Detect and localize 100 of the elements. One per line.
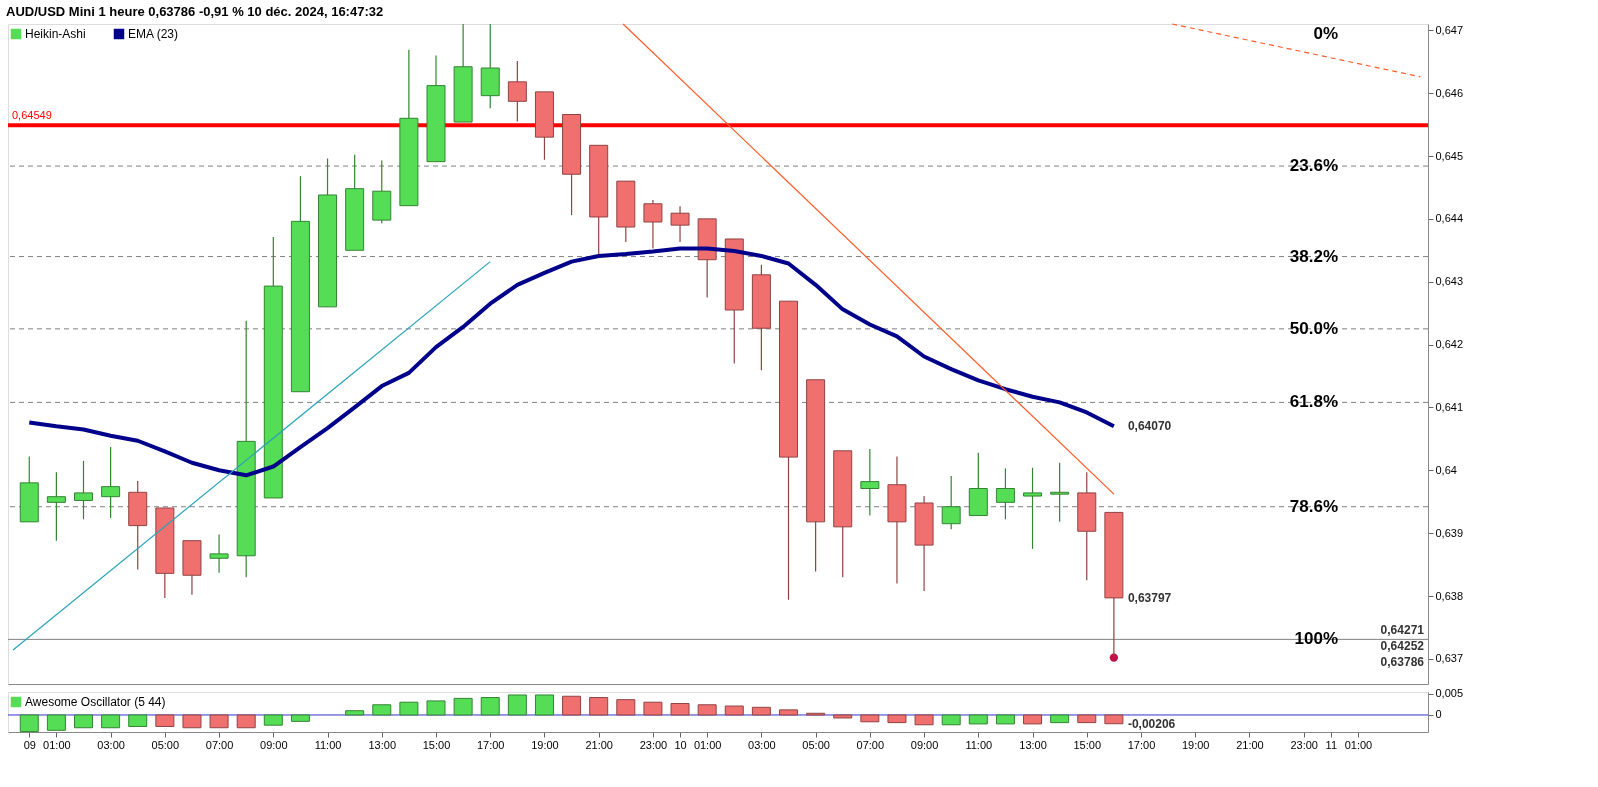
annotation: 0% (1313, 24, 1338, 43)
x-tick-label: 09:00 (260, 738, 288, 751)
bar (751, 706, 771, 716)
y-tick-label: 0,644 (1435, 212, 1464, 225)
y-tick-label: 0,64 (1435, 463, 1457, 476)
candlestick (74, 460, 93, 520)
bar (670, 702, 690, 716)
line-series (27, 246, 1116, 478)
x-tick-label: 19:00 (1181, 738, 1210, 751)
bar (534, 694, 554, 716)
x-tick-label: 03:00 (748, 738, 776, 751)
y-tick-label: 0 (1435, 708, 1442, 721)
bar (941, 714, 961, 726)
candlestick (209, 533, 229, 574)
candlestick (670, 205, 690, 243)
bar (372, 704, 392, 716)
bar (155, 714, 175, 727)
candlestick (507, 60, 527, 123)
bar (128, 714, 148, 727)
annotation: 38.2% (1289, 246, 1338, 266)
bar (1023, 714, 1043, 725)
bar (101, 714, 121, 729)
bar (74, 714, 93, 729)
bar (589, 697, 609, 716)
annotation: -0,00206 (1127, 716, 1176, 731)
annotation: 61.8% (1289, 392, 1338, 412)
y-tick-label: 0,647 (1435, 23, 1464, 36)
bar (46, 714, 66, 731)
y-tick-label: 0,646 (1435, 86, 1464, 99)
bar (697, 704, 717, 716)
bar (480, 697, 500, 716)
y-tick-label: 0,641 (1435, 400, 1464, 413)
legend-label: EMA (23) (128, 27, 179, 41)
bar (182, 714, 202, 729)
bar (914, 714, 934, 726)
bar (887, 714, 907, 724)
bar (1050, 714, 1070, 724)
y-tick-label: 0,643 (1435, 275, 1464, 288)
annotation: 0,63797 (1127, 590, 1172, 605)
x-tick-label: 17:00 (1127, 738, 1156, 751)
x-tick-label: 15:00 (1073, 738, 1102, 751)
bar (19, 714, 39, 733)
annotation: 23.6% (1289, 156, 1338, 176)
bar (643, 701, 663, 716)
y-tick-label: 0,645 (1435, 149, 1464, 162)
bar (995, 714, 1015, 725)
annotation: 78.6% (1289, 496, 1338, 516)
x-tick-label: 09:00 (910, 738, 939, 751)
x-tick-label: 05:00 (151, 738, 180, 751)
x-tick-label: 19:00 (531, 738, 559, 751)
bar (263, 714, 283, 726)
x-tick-label: 07:00 (856, 738, 885, 751)
chart-title: AUD/USD Mini 1 heure 0,63786 -0,91 % 10 déc. 2024, 16:47:32 (6, 4, 384, 20)
bar (968, 714, 988, 725)
bar (209, 714, 229, 729)
x-tick-label: 13:00 (1019, 738, 1047, 751)
bar (616, 699, 636, 716)
x-tick-label: 23:00 (1290, 738, 1318, 751)
x-tick-label: 01:00 (43, 738, 71, 751)
x-tick-label: 13:00 (368, 738, 397, 751)
bar (426, 700, 446, 716)
y-tick-label: 0,639 (1435, 526, 1464, 539)
bar (779, 709, 798, 716)
bar (399, 701, 419, 716)
x-tick-label: 10 (674, 738, 687, 751)
candlestick (1023, 467, 1043, 550)
annotation: 100% (1294, 629, 1338, 649)
bar (724, 705, 744, 716)
candlestick (643, 199, 663, 249)
x-tick-label: 01:00 (693, 738, 722, 751)
annotation: 0,63786 (1380, 655, 1425, 669)
annotation: 0,64070 (1127, 419, 1172, 434)
bar (290, 714, 310, 722)
bar (833, 714, 853, 719)
y-tick-label: 0,637 (1435, 652, 1464, 665)
x-tick-label: 21:00 (1236, 738, 1264, 751)
ref-line-label: 0,64549 (12, 109, 52, 122)
bar (1077, 714, 1097, 724)
candlestick (941, 475, 961, 530)
x-tick-label: 01:00 (1344, 738, 1373, 751)
x-tick-label: 09 (23, 738, 36, 751)
x-tick-label: 03:00 (97, 738, 125, 751)
x-tick-label: 23:00 (639, 738, 668, 751)
bar (345, 710, 365, 716)
candlestick (860, 448, 880, 517)
bar (507, 694, 527, 716)
y-tick-label: 0,638 (1435, 589, 1464, 602)
candlestick (995, 467, 1015, 520)
bar (562, 695, 582, 716)
annotation: 0,64271 (1380, 623, 1425, 637)
legend-label: Heikin-Ashi (25, 27, 86, 41)
y-tick-label: 0,005 (1435, 687, 1464, 700)
x-tick-label: 17:00 (476, 738, 505, 751)
x-tick-label: 15:00 (422, 738, 451, 751)
legend-label: Awesome Oscillator (5 44) (25, 695, 166, 709)
bar (1104, 714, 1124, 725)
x-tick-label: 21:00 (585, 738, 613, 751)
x-tick-label: 07:00 (205, 738, 234, 751)
bar (236, 714, 256, 729)
x-tick-label: 11:00 (314, 738, 342, 751)
